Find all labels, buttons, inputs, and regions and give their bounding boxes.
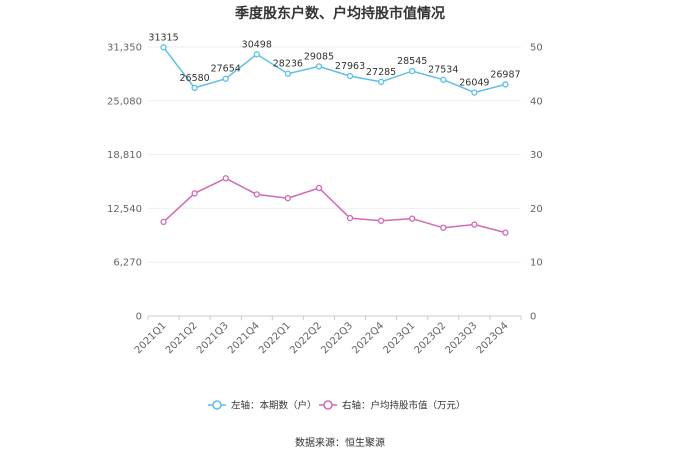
data-label: 28236: [273, 59, 303, 70]
data-point: [502, 229, 509, 236]
right-tick-label: 10: [530, 258, 543, 269]
data-point: [409, 67, 416, 75]
data-label: 30498: [242, 39, 272, 50]
data-point: [222, 75, 229, 82]
x-tick-label: 2022Q3: [319, 320, 355, 356]
x-tick-label: 2022Q4: [350, 320, 386, 356]
data-point: [284, 195, 292, 202]
data-label: 26580: [180, 73, 210, 84]
data-point: [160, 218, 167, 226]
left-tick-label: 18,810: [107, 150, 142, 161]
series-line: [162, 177, 506, 234]
legend-label: 右轴：户均持股市值（万元）: [342, 400, 466, 412]
data-point: [222, 175, 229, 182]
legend-marker: [212, 400, 222, 410]
data-point: [253, 191, 260, 198]
right-tick-label: 0: [530, 312, 536, 323]
legend-item-market-value[interactable]: 右轴：户均持股市值（万元）: [319, 400, 466, 412]
data-label: 27285: [366, 67, 396, 78]
x-tick-label: 2021Q1: [133, 320, 169, 356]
right-tick-label: 40: [530, 96, 543, 107]
data-point: [377, 78, 385, 86]
data-label: 26987: [490, 69, 520, 80]
data-point: [253, 51, 260, 58]
data-point: [409, 215, 416, 222]
left-tick-label: 31,350: [107, 43, 142, 54]
data-label: 28545: [397, 56, 427, 67]
right-tick-label: 50: [530, 43, 543, 54]
x-tick-label: 2022Q1: [257, 320, 293, 356]
right-tick-label: 20: [530, 204, 543, 215]
x-tick-label: 2022Q2: [288, 320, 324, 356]
data-point: [377, 217, 385, 224]
data-point: [440, 76, 447, 83]
data-point: [471, 221, 478, 228]
data-label: 31315: [148, 32, 178, 43]
x-tick-label: 2023Q1: [381, 320, 417, 356]
x-tick-label: 2023Q2: [413, 320, 449, 356]
right-tick-label: 30: [530, 150, 543, 161]
legend[interactable]: 左轴：本期数（户） 右轴：户均持股市值（万元）: [208, 400, 466, 412]
data-point: [315, 184, 323, 192]
data-point: [346, 214, 354, 222]
right-axis: 0 10 20 30 40 50: [530, 43, 543, 323]
left-tick-label: 12,540: [107, 204, 142, 215]
series-line: [162, 46, 506, 94]
legend-marker: [323, 400, 333, 410]
series-market-value: [160, 175, 509, 236]
x-tick-label: 2021Q2: [164, 320, 200, 356]
chart-title: 季度股东户数、户均持股市值情况: [234, 5, 445, 22]
legend-label: 左轴：本期数（户）: [231, 400, 317, 412]
data-point: [191, 190, 198, 197]
x-tick-label: 2023Q3: [444, 320, 480, 356]
data-point: [284, 70, 292, 77]
x-axis: 2021Q12021Q22021Q32021Q42022Q12022Q22022…: [133, 316, 522, 356]
x-tick-label: 2021Q3: [195, 320, 231, 356]
data-label: 27963: [335, 61, 365, 72]
left-axis: 0 6,270 12,540 18,810 25,080 31,350: [107, 43, 142, 323]
x-tick-label: 2023Q4: [475, 320, 511, 356]
data-point: [315, 63, 323, 70]
data-point: [191, 84, 198, 92]
data-point: [502, 81, 509, 88]
data-point: [471, 89, 478, 96]
data-point: [346, 72, 354, 80]
data-point: [160, 44, 167, 51]
left-tick-label: 25,080: [107, 96, 142, 107]
data-label: 29085: [304, 51, 334, 62]
data-label: 27654: [211, 64, 241, 75]
left-tick-label: 0: [136, 312, 142, 323]
legend-item-holders[interactable]: 左轴：本期数（户）: [208, 400, 317, 412]
data-source: 数据来源：恒生聚源: [295, 436, 385, 449]
data-label: 26049: [459, 77, 489, 88]
x-tick-label: 2021Q4: [226, 320, 262, 356]
data-point: [440, 224, 447, 231]
data-label: 27534: [428, 65, 458, 76]
left-tick-label: 6,270: [113, 258, 142, 269]
